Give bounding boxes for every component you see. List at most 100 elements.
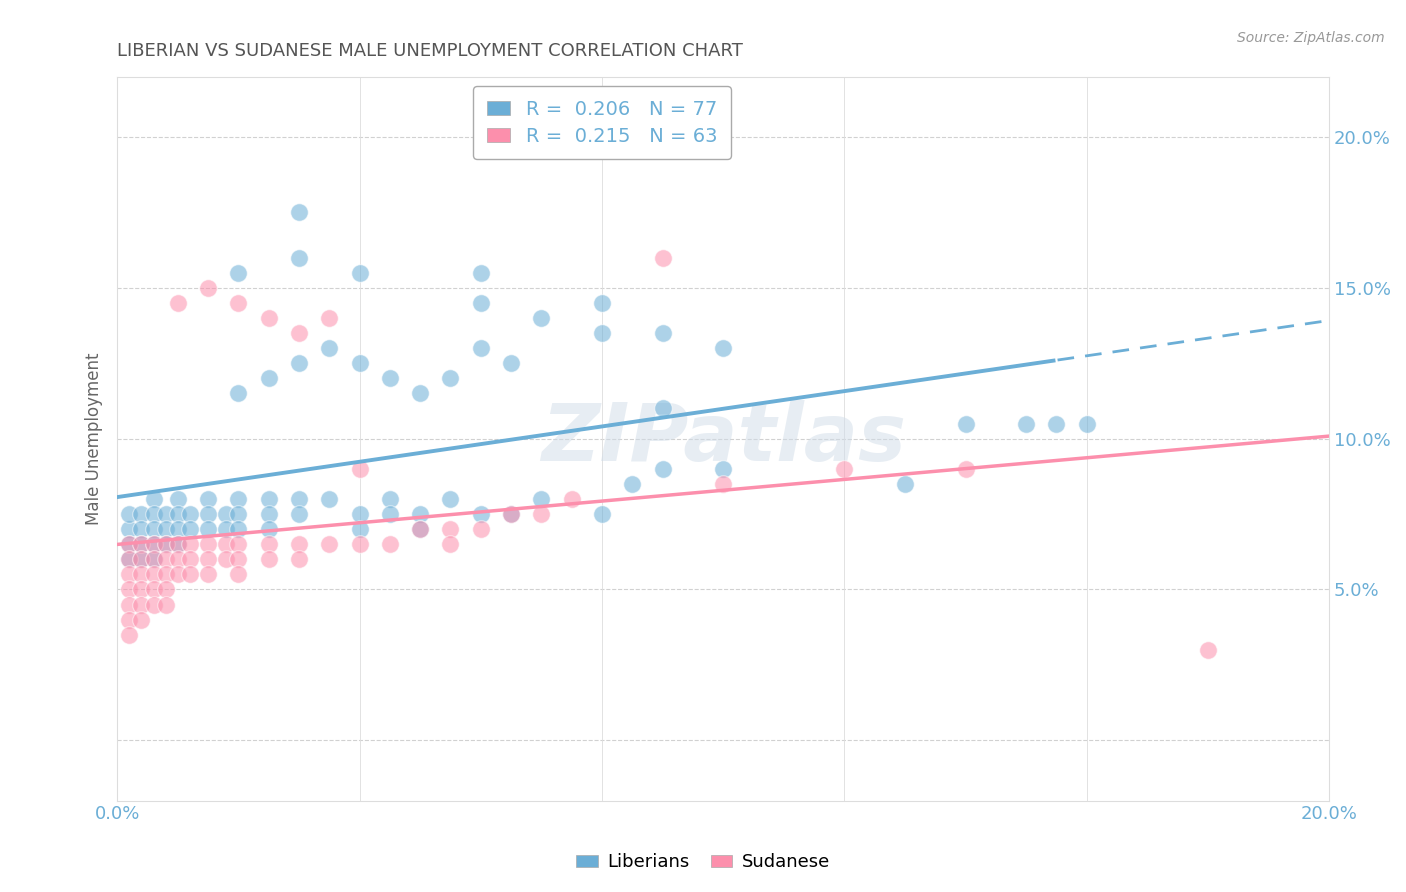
Text: ZIPatlas: ZIPatlas — [541, 400, 905, 477]
Point — [439, 491, 461, 506]
Point — [118, 522, 141, 536]
Point — [142, 507, 165, 521]
Point — [215, 537, 238, 551]
Point — [257, 537, 280, 551]
Point — [409, 522, 432, 536]
Point — [228, 266, 250, 280]
Point — [651, 401, 673, 416]
Point — [409, 386, 432, 401]
Point — [1045, 417, 1067, 431]
Point — [651, 251, 673, 265]
Point — [155, 537, 177, 551]
Point — [155, 522, 177, 536]
Point — [118, 567, 141, 582]
Point — [1197, 642, 1219, 657]
Point — [499, 507, 522, 521]
Point — [197, 537, 219, 551]
Point — [318, 491, 340, 506]
Point — [288, 326, 311, 340]
Point — [228, 567, 250, 582]
Point — [118, 552, 141, 566]
Point — [197, 552, 219, 566]
Point — [499, 356, 522, 370]
Point — [142, 537, 165, 551]
Point — [288, 491, 311, 506]
Point — [318, 310, 340, 325]
Point — [288, 205, 311, 219]
Point — [409, 522, 432, 536]
Point — [228, 522, 250, 536]
Point — [166, 296, 188, 310]
Point — [711, 462, 734, 476]
Point — [179, 552, 201, 566]
Point — [228, 386, 250, 401]
Point — [155, 598, 177, 612]
Point — [711, 341, 734, 355]
Legend: Liberians, Sudanese: Liberians, Sudanese — [569, 847, 837, 879]
Point — [118, 537, 141, 551]
Point — [257, 507, 280, 521]
Point — [142, 582, 165, 597]
Point — [439, 537, 461, 551]
Point — [155, 507, 177, 521]
Point — [834, 462, 856, 476]
Point — [288, 537, 311, 551]
Point — [166, 507, 188, 521]
Point — [215, 522, 238, 536]
Point — [131, 537, 153, 551]
Point — [499, 507, 522, 521]
Point — [228, 296, 250, 310]
Point — [131, 522, 153, 536]
Text: Source: ZipAtlas.com: Source: ZipAtlas.com — [1237, 31, 1385, 45]
Point — [955, 417, 977, 431]
Point — [179, 567, 201, 582]
Point — [155, 537, 177, 551]
Point — [288, 507, 311, 521]
Point — [1015, 417, 1038, 431]
Point — [118, 582, 141, 597]
Point — [257, 552, 280, 566]
Point — [197, 567, 219, 582]
Point — [131, 507, 153, 521]
Point — [142, 552, 165, 566]
Point — [530, 507, 553, 521]
Point — [142, 567, 165, 582]
Point — [470, 266, 492, 280]
Point — [257, 491, 280, 506]
Point — [257, 310, 280, 325]
Point — [166, 491, 188, 506]
Point — [470, 296, 492, 310]
Point — [349, 266, 371, 280]
Point — [257, 371, 280, 385]
Point — [288, 552, 311, 566]
Point — [378, 491, 401, 506]
Point — [131, 582, 153, 597]
Point — [894, 476, 917, 491]
Point — [131, 552, 153, 566]
Point — [197, 491, 219, 506]
Point — [131, 567, 153, 582]
Point — [530, 310, 553, 325]
Point — [349, 507, 371, 521]
Point — [166, 537, 188, 551]
Point — [131, 613, 153, 627]
Point — [118, 613, 141, 627]
Legend: R =  0.206   N = 77, R =  0.215   N = 63: R = 0.206 N = 77, R = 0.215 N = 63 — [474, 87, 731, 160]
Y-axis label: Male Unemployment: Male Unemployment — [86, 352, 103, 524]
Point — [378, 507, 401, 521]
Point — [142, 552, 165, 566]
Point — [711, 476, 734, 491]
Point — [142, 537, 165, 551]
Point — [470, 522, 492, 536]
Point — [118, 628, 141, 642]
Point — [166, 537, 188, 551]
Point — [155, 552, 177, 566]
Point — [155, 582, 177, 597]
Point — [228, 552, 250, 566]
Point — [470, 507, 492, 521]
Point — [166, 567, 188, 582]
Point — [197, 281, 219, 295]
Point — [349, 522, 371, 536]
Text: LIBERIAN VS SUDANESE MALE UNEMPLOYMENT CORRELATION CHART: LIBERIAN VS SUDANESE MALE UNEMPLOYMENT C… — [117, 42, 742, 60]
Point — [257, 522, 280, 536]
